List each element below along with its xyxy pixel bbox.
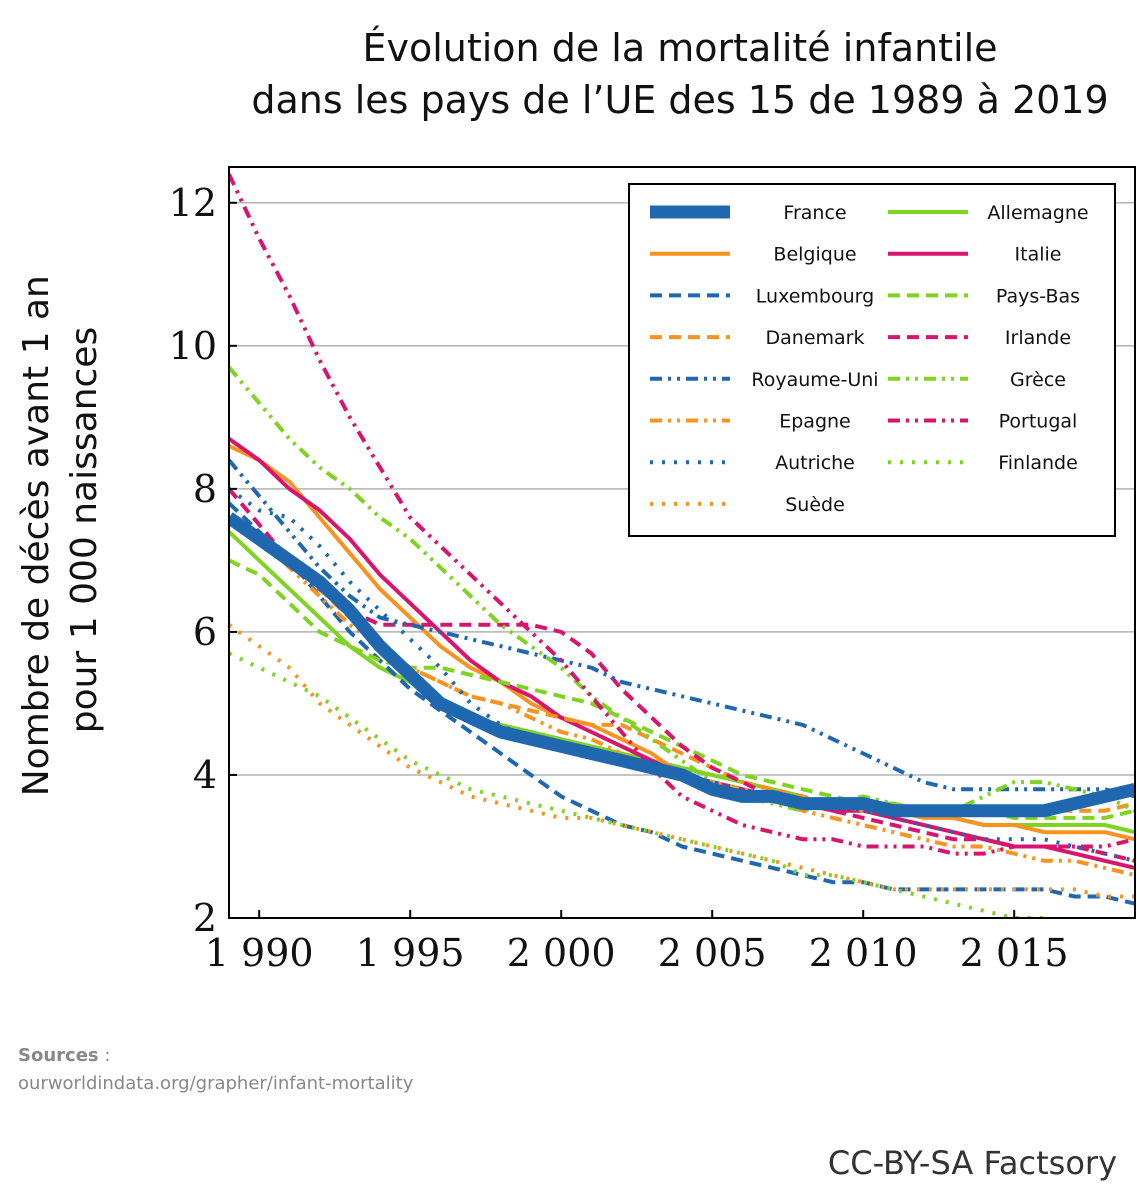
legend-label: Italie: [1015, 244, 1062, 266]
chart: 2 4 6 8 10 12 1 990 1 995 2 000 2 005 2 010 2 015 N…: [16, 166, 1136, 975]
y-axis-label: Nombre de décès avant 1 an pour 1 000 na…: [16, 264, 105, 797]
y-tick-label: 10: [169, 324, 217, 368]
legend-label: Grèce: [1010, 369, 1066, 391]
legend-label: Pays-Bas: [996, 285, 1080, 307]
legend-label: Allemagne: [987, 202, 1088, 224]
series-line-france: [229, 512, 1135, 818]
legend-label: Irlande: [1005, 327, 1071, 349]
legend-label: Epagne: [779, 411, 851, 433]
sources-separator: :: [98, 1045, 111, 1066]
x-tick-label: 2 010: [809, 931, 918, 975]
legend-label: Suède: [785, 494, 845, 516]
series-line-irlande: [229, 487, 1135, 863]
sources-label: Sources: [18, 1045, 99, 1066]
y-tick-label: 4: [193, 753, 217, 797]
chart-title-line-1: Évolution de la mortalité infantile: [362, 26, 998, 70]
legend-label: Danemark: [766, 327, 865, 349]
x-tick-label: 1 995: [356, 931, 465, 975]
legend-label: Autriche: [775, 452, 855, 474]
legend-label: Belgique: [773, 244, 856, 266]
x-tick-label: 1 990: [205, 931, 314, 975]
legend-label: Finlande: [998, 452, 1078, 474]
series-line-portugal: [229, 173, 1135, 856]
x-tick-label: 2 005: [658, 931, 767, 975]
series-line-luxembourg: [229, 501, 1135, 906]
sources-url[interactable]: ourworldindata.org/grapher/infant-mortal…: [18, 1073, 414, 1094]
y-tick-label: 8: [193, 467, 217, 511]
series-group: [229, 173, 1135, 918]
y-tick-label: 12: [169, 181, 217, 225]
license-credit: CC-BY-SA Factsory: [827, 1144, 1117, 1182]
legend-label: France: [783, 202, 846, 224]
y-axis-label-line-1: Nombre de décès avant 1 an: [16, 275, 57, 796]
y-tick-label: 6: [193, 610, 217, 654]
chart-title: Évolution de la mortalité infantile dans…: [180, 22, 1137, 126]
axis-ticks: 2 4 6 8 10 12 1 990 1 995 2 000 2 005 2 010 2 015: [169, 181, 1069, 975]
x-tick-label: 2 015: [960, 931, 1069, 975]
x-tick-label: 2 000: [507, 931, 616, 975]
legend-label: Royaume-Uni: [751, 369, 878, 391]
plot-frame: [228, 166, 1136, 919]
legend: France Allemagne Belgique Italie Luxembourg P…: [628, 183, 1116, 537]
legend-box: [628, 183, 1116, 537]
legend-label: Luxembourg: [756, 285, 874, 307]
series-line-su-de: [229, 623, 1135, 899]
series-line-royaume-uni: [229, 458, 1135, 799]
y-tick-label: 2: [193, 896, 217, 940]
sources-block: Sources : ourworldindata.org/grapher/inf…: [18, 1042, 413, 1098]
chart-title-line-2: dans les pays de l’UE des 15 de 1989 à 2…: [251, 78, 1109, 122]
legend-label: Portugal: [999, 411, 1078, 433]
y-axis-label-line-2: pour 1 000 naissances: [64, 327, 105, 733]
